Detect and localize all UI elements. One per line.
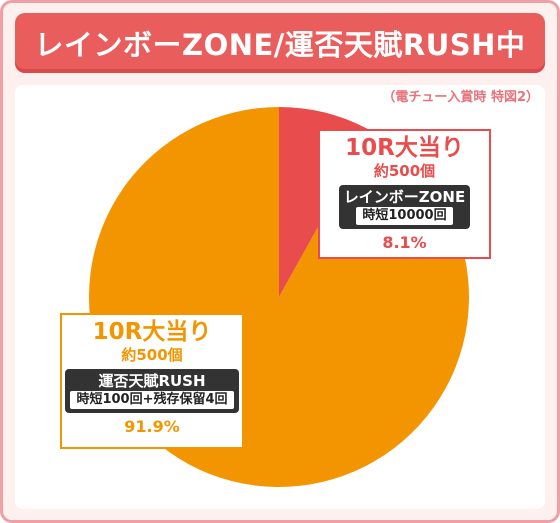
mode-detail: 時短100回+残存保留4回 bbox=[70, 391, 234, 409]
mode-badge: レインボーZONE 時短10000回 bbox=[338, 185, 471, 229]
slice-heading: 10R大当り bbox=[92, 319, 212, 345]
slice-label-rainbow-zone: 10R大当り 約500個 レインボーZONE 時短10000回 8.1% bbox=[318, 129, 491, 259]
page-title: レインボーZONE/運否天賦RUSH中 bbox=[34, 28, 526, 62]
slice-label-rush: 10R大当り 約500個 運否天賦RUSH 時短100回+残存保留4回 91.9… bbox=[60, 313, 244, 449]
title-bar: レインボーZONE/運否天賦RUSH中 bbox=[15, 13, 545, 73]
slice-percent: 8.1% bbox=[382, 233, 427, 252]
slice-payout: 約500個 bbox=[121, 346, 183, 364]
mode-name: レインボーZONE bbox=[343, 188, 466, 206]
mode-name: 運否天賦RUSH bbox=[98, 372, 206, 390]
mode-detail: 時短10000回 bbox=[356, 207, 453, 225]
slice-payout: 約500個 bbox=[373, 162, 436, 180]
slice-heading: 10R大当り bbox=[345, 135, 464, 161]
mode-badge: 運否天賦RUSH 時短100回+残存保留4回 bbox=[65, 369, 239, 413]
condition-note: （電チュー入賞時 特図2） bbox=[382, 90, 539, 105]
slice-percent: 91.9% bbox=[124, 417, 180, 436]
